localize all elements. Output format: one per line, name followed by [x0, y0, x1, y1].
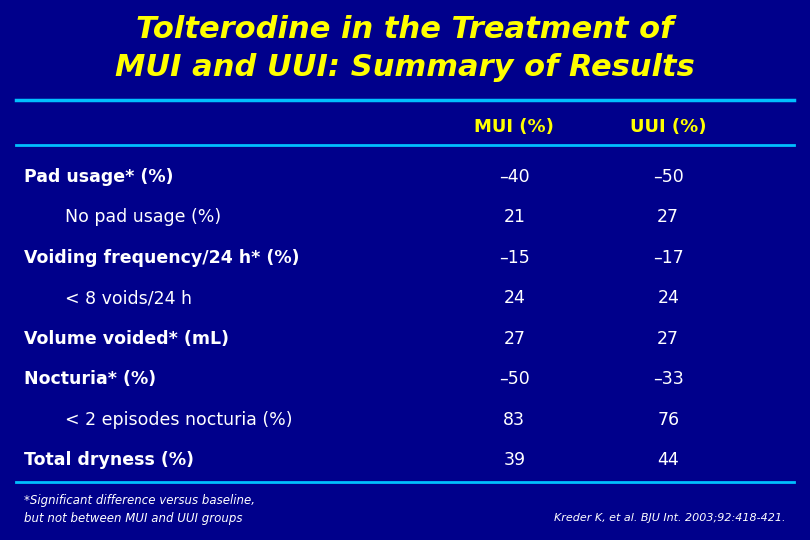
Text: 24: 24	[657, 289, 680, 307]
Text: MUI (%): MUI (%)	[475, 118, 554, 136]
Text: –33: –33	[653, 370, 684, 388]
Text: –40: –40	[499, 168, 530, 186]
Text: No pad usage (%): No pad usage (%)	[65, 208, 221, 226]
Text: but not between MUI and UUI groups: but not between MUI and UUI groups	[24, 512, 243, 525]
Text: 21: 21	[503, 208, 526, 226]
Text: Tolterodine in the Treatment of: Tolterodine in the Treatment of	[136, 15, 674, 44]
Text: 39: 39	[503, 451, 526, 469]
Text: Volume voided* (mL): Volume voided* (mL)	[24, 330, 229, 348]
Text: 27: 27	[657, 330, 680, 348]
Text: Pad usage* (%): Pad usage* (%)	[24, 168, 174, 186]
Text: 76: 76	[657, 411, 680, 429]
Text: Nocturia* (%): Nocturia* (%)	[24, 370, 156, 388]
Text: 83: 83	[503, 411, 526, 429]
Text: < 8 voids/24 h: < 8 voids/24 h	[65, 289, 192, 307]
Text: Kreder K, et al. BJU Int. 2003;92:418-421.: Kreder K, et al. BJU Int. 2003;92:418-42…	[554, 514, 786, 523]
Text: 27: 27	[657, 208, 680, 226]
Text: Voiding frequency/24 h* (%): Voiding frequency/24 h* (%)	[24, 249, 300, 267]
Text: –50: –50	[653, 168, 684, 186]
Text: 24: 24	[503, 289, 526, 307]
Text: –17: –17	[653, 249, 684, 267]
Text: Total dryness (%): Total dryness (%)	[24, 451, 194, 469]
Text: < 2 episodes nocturia (%): < 2 episodes nocturia (%)	[65, 411, 292, 429]
Text: 44: 44	[658, 451, 679, 469]
Text: –50: –50	[499, 370, 530, 388]
Text: 27: 27	[503, 330, 526, 348]
Text: –15: –15	[499, 249, 530, 267]
Text: *Significant difference versus baseline,: *Significant difference versus baseline,	[24, 494, 255, 507]
Text: UUI (%): UUI (%)	[630, 118, 706, 136]
Text: MUI and UUI: Summary of Results: MUI and UUI: Summary of Results	[115, 53, 695, 82]
